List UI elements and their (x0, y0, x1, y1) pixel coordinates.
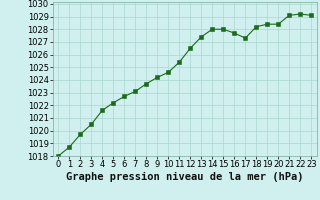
X-axis label: Graphe pression niveau de la mer (hPa): Graphe pression niveau de la mer (hPa) (66, 172, 304, 182)
